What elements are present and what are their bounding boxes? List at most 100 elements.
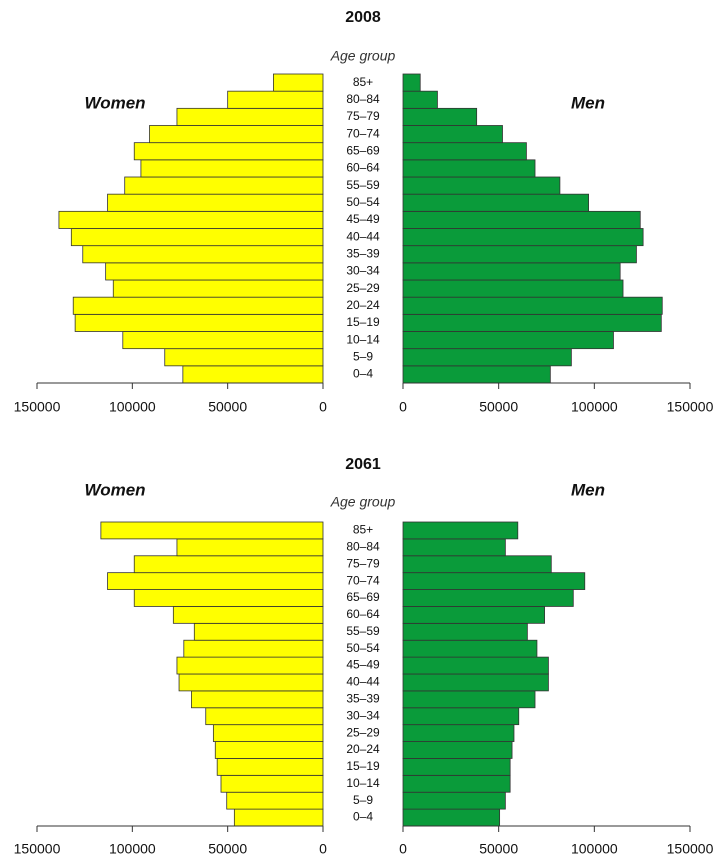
bar — [212, 724, 324, 742]
age-group-label: 75–79 — [346, 556, 380, 570]
bar — [149, 125, 324, 144]
bar — [402, 245, 637, 264]
age-group-label: 30–34 — [346, 264, 380, 278]
age-group-label: 50–54 — [346, 641, 380, 655]
bar — [107, 572, 324, 590]
age-group-label: 0–4 — [353, 367, 373, 381]
bar — [233, 808, 324, 827]
age-group-label: 65–69 — [346, 143, 380, 157]
bar — [402, 589, 574, 607]
age-group-label: 85+ — [353, 75, 373, 89]
chart-title: 2061 — [345, 456, 381, 473]
category-axis-label: Age group — [330, 48, 396, 64]
bar — [164, 348, 324, 367]
bar — [220, 774, 324, 793]
x-tick-label: 100000 — [571, 841, 618, 857]
x-tick-label: 0 — [399, 399, 407, 415]
bar — [402, 673, 549, 692]
bar — [402, 125, 503, 144]
bar — [402, 107, 478, 126]
bar — [273, 73, 324, 92]
age-group-label: 45–49 — [346, 658, 380, 672]
x-tick-label: 100000 — [109, 841, 156, 857]
age-group-label: 60–64 — [346, 607, 380, 621]
bar — [122, 331, 324, 350]
age-group-label: 20–24 — [346, 742, 380, 756]
bar — [176, 656, 324, 675]
legend-label: Men — [571, 480, 605, 499]
bar — [402, 313, 662, 332]
bar — [133, 142, 324, 161]
bar — [402, 279, 624, 298]
chart-title: 2008 — [345, 9, 381, 26]
bar — [402, 365, 551, 384]
bar — [402, 538, 506, 557]
bar — [183, 639, 324, 658]
x-tick-label: 150000 — [667, 399, 714, 415]
age-group-label: 65–69 — [346, 590, 380, 604]
age-group-label: 70–74 — [346, 573, 380, 587]
age-group-label: 50–54 — [346, 195, 380, 209]
bar — [178, 673, 324, 692]
bar — [105, 262, 324, 281]
age-group-label: 40–44 — [346, 675, 380, 689]
age-group-label: 25–29 — [346, 725, 380, 739]
bar — [402, 606, 545, 624]
bar — [140, 159, 324, 178]
x-tick-label: 50000 — [479, 841, 518, 857]
bar — [176, 538, 324, 557]
bar — [402, 262, 621, 281]
bar — [133, 555, 324, 574]
category-axis-label: Age group — [330, 494, 396, 510]
age-group-label: 70–74 — [346, 126, 380, 140]
bar — [402, 741, 513, 759]
bar — [182, 365, 324, 384]
bar — [193, 622, 324, 641]
x-tick-label: 150000 — [667, 841, 714, 857]
bar — [70, 228, 324, 247]
x-tick-label: 150000 — [14, 399, 61, 415]
bar — [402, 210, 641, 229]
bar — [216, 758, 324, 776]
bar — [402, 791, 506, 810]
bar — [124, 176, 324, 195]
bar — [402, 572, 586, 590]
bar — [402, 193, 589, 212]
x-tick-label: 100000 — [571, 399, 618, 415]
age-group-label: 20–24 — [346, 298, 380, 312]
bar — [176, 107, 324, 126]
age-group-label: 80–84 — [346, 92, 380, 106]
age-group-label: 85+ — [353, 523, 373, 537]
bar — [402, 690, 536, 709]
x-tick-label: 50000 — [208, 399, 247, 415]
age-group-label: 15–19 — [346, 315, 380, 329]
age-group-label: 40–44 — [346, 229, 380, 243]
age-group-label: 55–59 — [346, 178, 380, 192]
age-group-label: 5–9 — [353, 349, 373, 363]
bar — [402, 808, 501, 827]
bar — [112, 279, 324, 298]
age-group-label: 10–14 — [346, 776, 380, 790]
bar — [172, 606, 324, 624]
bar — [402, 296, 663, 315]
age-group-label: 75–79 — [346, 109, 380, 123]
bar — [133, 589, 324, 607]
age-group-label: 35–39 — [346, 246, 380, 260]
age-group-label: 0–4 — [353, 810, 373, 824]
bar — [58, 210, 324, 229]
bar — [402, 73, 421, 92]
bar — [402, 656, 549, 675]
age-group-label: 15–19 — [346, 759, 380, 773]
bar — [82, 245, 324, 264]
bar — [402, 228, 644, 247]
bar — [191, 690, 324, 709]
legend-label: Women — [84, 93, 145, 112]
age-group-label: 30–34 — [346, 708, 380, 722]
bar — [402, 176, 561, 195]
bar — [205, 707, 324, 726]
bar — [227, 90, 324, 109]
age-group-label: 5–9 — [353, 793, 373, 807]
x-tick-label: 150000 — [14, 841, 61, 857]
age-group-label: 55–59 — [346, 624, 380, 638]
